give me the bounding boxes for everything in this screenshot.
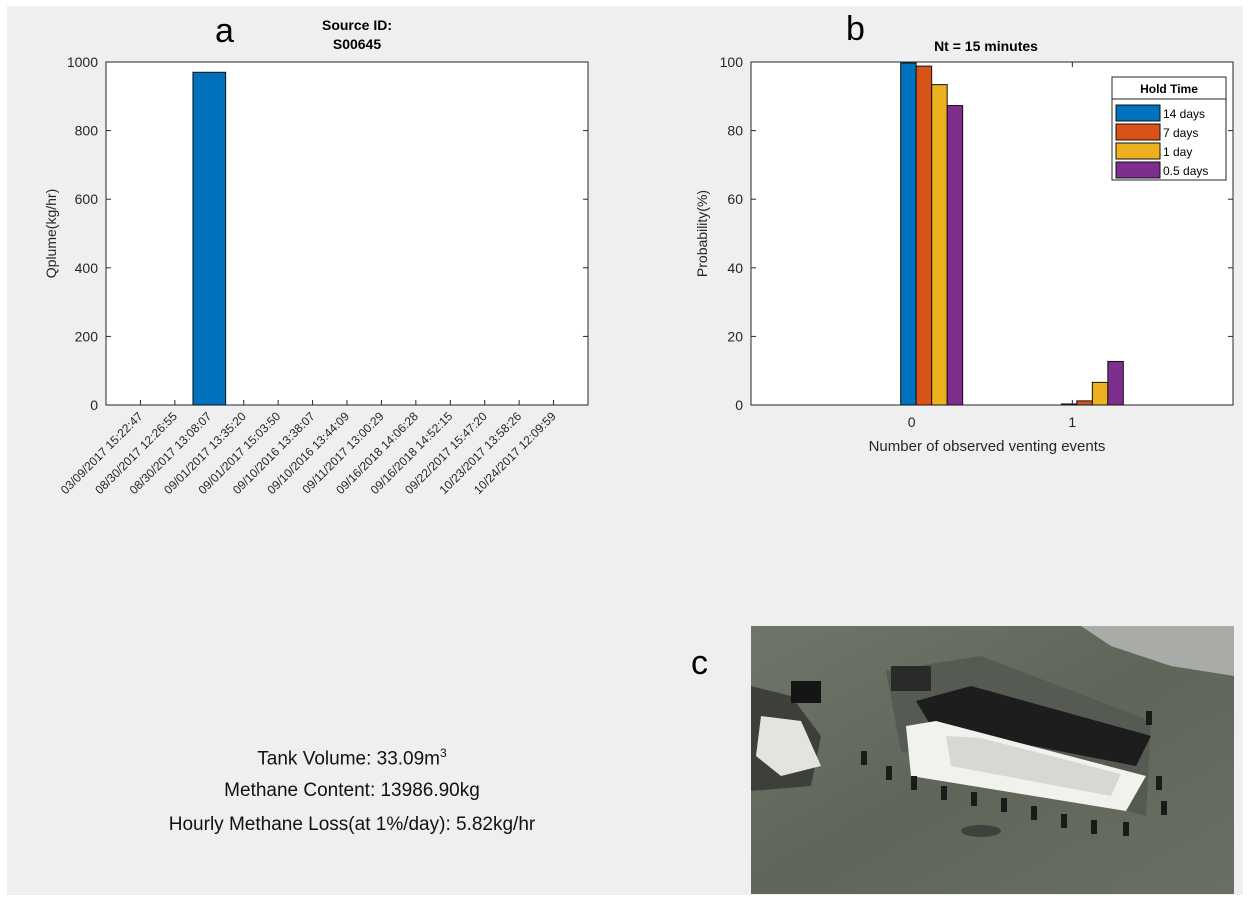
bar-7-days <box>915 65 933 406</box>
legend-swatch <box>1115 142 1161 160</box>
y-axis-label: Qplume(kg/hr) <box>43 189 59 278</box>
chart-a-title-line: Source ID: <box>322 17 392 33</box>
hourly-methane-loss-text: Hourly Methane Loss(at 1%/day): 5.82kg/h… <box>168 814 536 835</box>
y-tick-label: 1000 <box>67 54 98 70</box>
x-axis-label: Number of observed venting events <box>869 438 1106 455</box>
panel-label-a: a <box>215 12 234 50</box>
legend-entry: 1 day <box>1163 145 1192 159</box>
legend-entry: 14 days <box>1163 107 1205 121</box>
y-tick-label: 200 <box>75 328 99 344</box>
y-tick-label: 60 <box>727 191 743 207</box>
y-tick-label: 600 <box>75 191 99 207</box>
bar-1-day <box>1091 381 1109 406</box>
tank-volume-text: Tank Volume: 33.09m3 <box>7 746 697 770</box>
panel-label-c: c <box>691 644 708 682</box>
chart-b: Nt = 15 minutes 0 20 40 60 80 100 Probability(%… <box>694 38 1234 455</box>
y-tick-label: 800 <box>75 123 99 139</box>
tank-volume-unit-exponent: 3 <box>440 746 447 760</box>
bar-14-days <box>900 62 917 406</box>
y-tick-label: 0 <box>735 397 743 413</box>
y-tick-label: 20 <box>727 328 743 344</box>
legend-swatch <box>1115 161 1161 179</box>
chart-a: Source ID: S00645 0 200 400 600 800 1000 Qplume(… <box>43 17 589 497</box>
y-tick-label: 0 <box>90 397 98 413</box>
bar-14-days <box>1060 403 1078 406</box>
y-tick-label: 100 <box>720 54 744 70</box>
x-tick-label: 0 <box>908 414 916 430</box>
figure-canvas: a b c Source ID: S00645 0 200 400 600 800 1000 Q… <box>7 6 1243 895</box>
y-tick-label: 400 <box>75 260 99 276</box>
legend-entry: 7 days <box>1163 126 1198 140</box>
methane-content-text: Methane Content: 13986.90kg <box>224 780 480 801</box>
legend-entry: 0.5 days <box>1163 164 1208 178</box>
legend-title: Hold Time <box>1140 82 1198 96</box>
panel-label-b: b <box>846 10 865 48</box>
y-tick-label: 40 <box>727 260 743 276</box>
x-tick-label: 1 <box>1068 414 1076 430</box>
bar-0-5-days <box>946 105 964 406</box>
bar-1-day <box>931 84 948 406</box>
y-tick-label: 80 <box>727 123 743 139</box>
legend-swatch <box>1115 123 1161 141</box>
bar <box>192 71 227 406</box>
chart-a-title-line: S00645 <box>333 36 381 52</box>
plot-area-a <box>105 61 589 406</box>
bar-0-5-days <box>1107 360 1124 406</box>
y-axis-label: Probability(%) <box>694 190 710 277</box>
bar-7-days <box>1076 400 1093 406</box>
legend-swatch <box>1115 104 1161 122</box>
tank-volume-label: Tank Volume: 33.09m <box>257 748 441 770</box>
aerial-site-image <box>751 626 1234 894</box>
chart-b-title: Nt = 15 minutes <box>934 38 1038 54</box>
